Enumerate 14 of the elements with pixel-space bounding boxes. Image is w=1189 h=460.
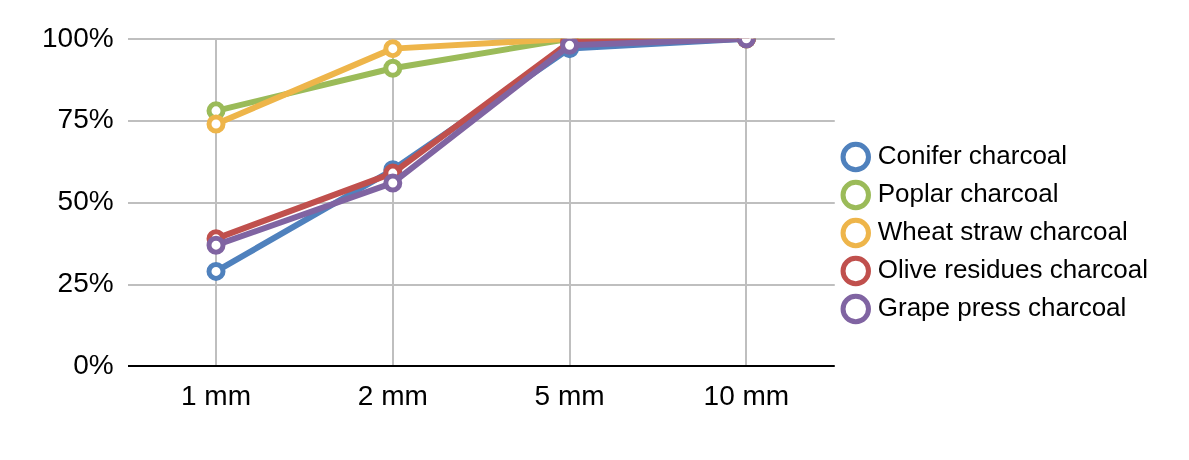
y-tick-label: 100%	[41, 21, 114, 53]
y-tick-label: 25%	[57, 267, 114, 299]
legend-label: Wheat straw charcoal	[877, 216, 1128, 247]
y-tick-label: 50%	[57, 185, 114, 217]
legend-label: Poplar charcoal	[877, 178, 1059, 209]
y-tick-label: 75%	[57, 103, 114, 135]
legend-label: Conifer charcoal	[877, 140, 1068, 171]
legend-label: Grape press charcoal	[877, 292, 1127, 323]
x-tick-label: 10 mm	[703, 379, 790, 411]
x-tick-label: 5 mm	[534, 379, 605, 411]
y-tick-label: 0%	[73, 349, 114, 381]
x-tick-label: 1 mm	[181, 379, 252, 411]
legend-label: Olive residues charcoal	[877, 254, 1148, 285]
x-tick-label: 2 mm	[357, 379, 428, 411]
